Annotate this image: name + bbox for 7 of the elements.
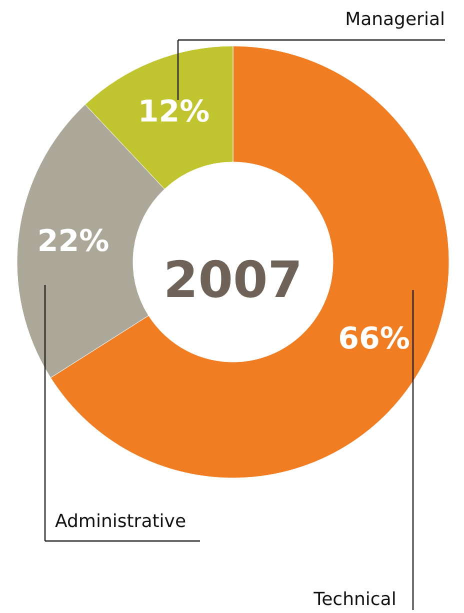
slice-label: Technical: [312, 589, 396, 610]
text: 2007: [163, 251, 303, 309]
data-label: 22%: [37, 224, 110, 259]
slice-label: Administrative: [55, 511, 186, 532]
data-label: 66%: [338, 322, 410, 357]
data-label: 12%: [138, 94, 210, 130]
slice-label: Managerial: [345, 9, 445, 30]
